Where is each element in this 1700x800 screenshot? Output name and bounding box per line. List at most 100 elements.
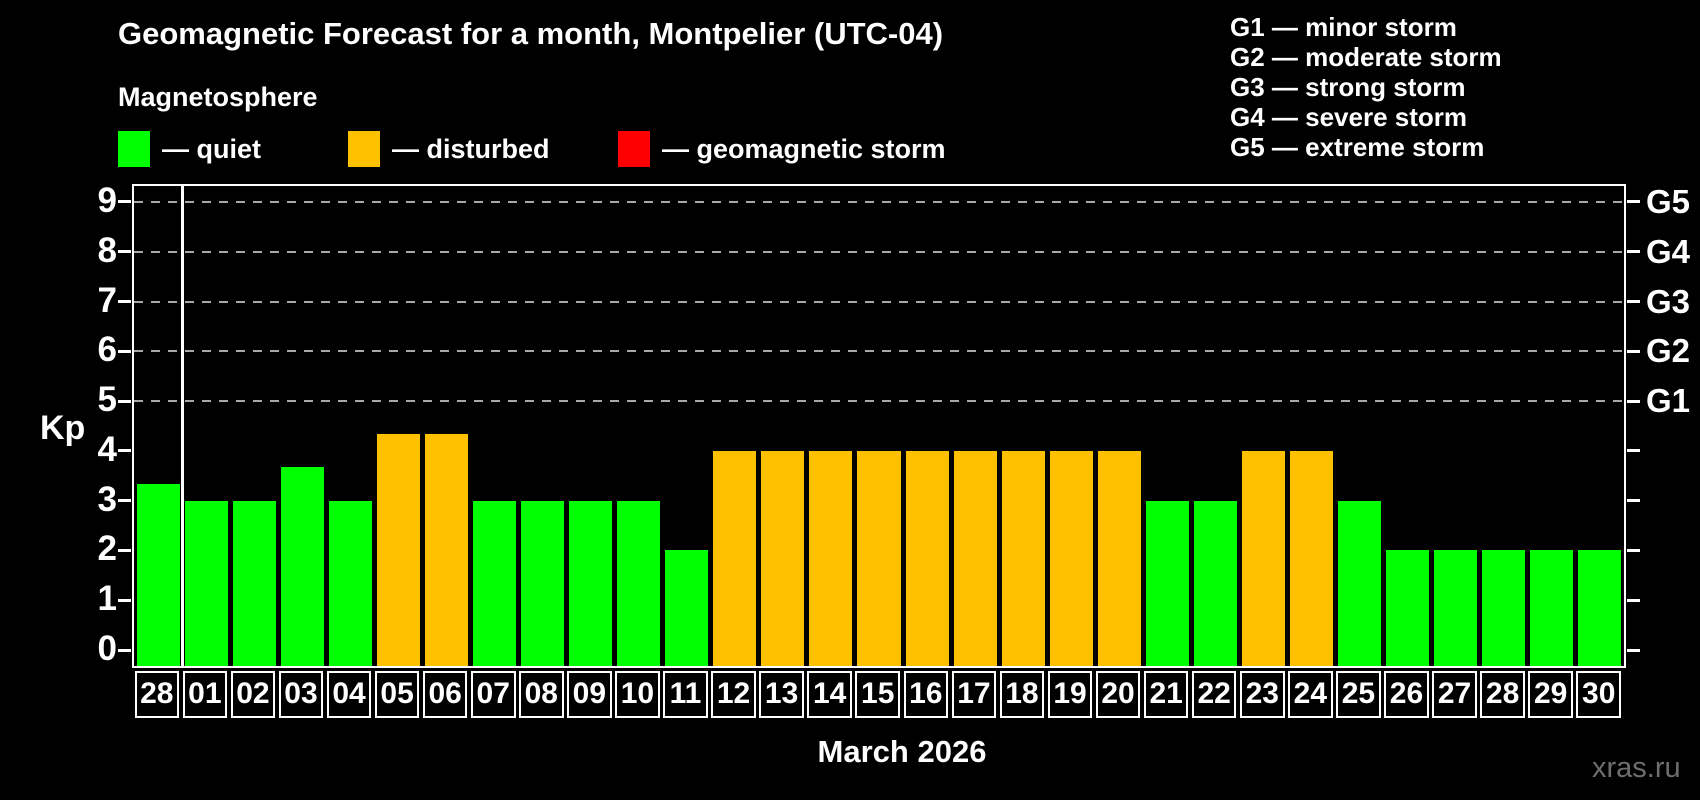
kp-bar-07: [472, 500, 516, 666]
legend-item-disturbed: — disturbed: [348, 131, 550, 167]
kp-bar-25: [1338, 500, 1382, 666]
legend-label-disturbed: — disturbed: [392, 133, 550, 164]
plot-area: [132, 184, 1626, 668]
kp-bar-16: [905, 450, 949, 666]
disturbed-swatch-icon: [348, 131, 380, 167]
y-tick-label-6: 6: [97, 330, 117, 370]
kp-bar-18: [1001, 450, 1045, 666]
y-tick-right-1: [1627, 598, 1640, 602]
day-label-prev-28: 28: [134, 671, 180, 718]
day-label-01: 01: [182, 671, 228, 718]
day-label-24: 24: [1288, 671, 1333, 718]
y-tick-right-8: [1627, 250, 1640, 254]
gridline-kp-8: [134, 250, 1624, 253]
kp-bar-21: [1145, 500, 1189, 666]
y-tick-label-9: 9: [97, 181, 117, 221]
kp-bar-10: [617, 500, 661, 666]
g-legend-line-3: G3 — strong storm: [1230, 72, 1466, 102]
y-tick-label-4: 4: [97, 430, 117, 470]
g-legend-line-5: G5 — extreme storm: [1230, 132, 1485, 162]
magnetosphere-label: Magnetosphere: [118, 82, 318, 112]
day-label-25: 25: [1336, 671, 1381, 718]
day-label-14: 14: [807, 671, 852, 718]
day-label-10: 10: [615, 671, 660, 718]
y-tick-left-2: [118, 548, 131, 552]
y-axis-title: Kp: [40, 409, 86, 447]
kp-bar-30: [1578, 550, 1622, 666]
status-legend: — quiet — disturbed — geomagnetic storm: [118, 131, 1018, 169]
day-label-23: 23: [1239, 671, 1285, 718]
gridline-kp-6: [134, 350, 1624, 353]
quiet-swatch-icon: [118, 131, 150, 167]
kp-bar-20: [1097, 450, 1141, 666]
storm-swatch-icon: [618, 131, 650, 167]
day-label-03: 03: [278, 671, 324, 718]
y-tick-left-5: [118, 399, 131, 403]
day-label-07: 07: [470, 671, 516, 718]
y-tick-left-4: [118, 449, 131, 453]
kp-bar-11: [665, 550, 709, 666]
right-axis-label-g4: G4: [1646, 232, 1691, 270]
kp-bar-03: [280, 467, 324, 666]
kp-bar-09: [569, 500, 613, 666]
y-tick-left-6: [118, 349, 131, 353]
day-label-17: 17: [951, 671, 997, 718]
kp-bar-15: [857, 450, 901, 666]
kp-bar-08: [521, 500, 565, 666]
g-legend-line-2: G2 — moderate storm: [1230, 42, 1502, 72]
kp-bar-27: [1434, 550, 1478, 666]
y-tick-left-7: [118, 300, 131, 304]
kp-bar-04: [328, 500, 372, 666]
y-tick-left-3: [118, 499, 131, 503]
day-label-12: 12: [711, 671, 756, 718]
day-label-29: 29: [1528, 671, 1573, 718]
kp-bar-01: [184, 500, 228, 666]
right-axis-label-g5: G5: [1646, 182, 1691, 220]
day-label-16: 16: [903, 671, 949, 718]
y-tick-label-7: 7: [97, 280, 117, 320]
y-tick-right-4: [1627, 449, 1640, 453]
y-tick-left-9: [118, 200, 131, 204]
y-tick-left-1: [118, 598, 131, 602]
day-label-02: 02: [230, 671, 276, 718]
legend-item-storm: — geomagnetic storm: [618, 131, 946, 167]
y-tick-label-0: 0: [97, 629, 117, 669]
y-tick-label-1: 1: [97, 579, 117, 619]
kp-bar-13: [761, 450, 805, 666]
y-tick-right-9: [1627, 200, 1640, 204]
y-tick-right-7: [1627, 300, 1640, 304]
day-label-08: 08: [519, 671, 564, 718]
kp-bar-23: [1241, 450, 1286, 666]
day-label-19: 19: [1047, 671, 1093, 718]
legend-item-quiet: — quiet: [118, 131, 261, 167]
right-axis-label-g1: G1: [1646, 382, 1691, 420]
legend-label-storm: — geomagnetic storm: [662, 133, 946, 164]
kp-bar-24: [1290, 450, 1334, 666]
kp-bar-28: [1482, 550, 1526, 666]
kp-bar-26: [1386, 550, 1430, 666]
y-tick-right-3: [1627, 499, 1640, 503]
y-tick-right-2: [1627, 548, 1640, 552]
day-label-04: 04: [326, 671, 372, 718]
kp-bar-02: [232, 500, 276, 666]
y-tick-right-0: [1627, 648, 1640, 652]
kp-bar-22: [1193, 500, 1237, 666]
right-axis-label-g3: G3: [1646, 282, 1691, 320]
gridline-kp-5: [134, 400, 1624, 403]
kp-bar-14: [809, 450, 853, 666]
kp-bar-12: [713, 450, 757, 666]
day-label-15: 15: [855, 671, 901, 718]
day-label-05: 05: [374, 671, 420, 718]
y-tick-label-8: 8: [97, 230, 117, 270]
right-axis-label-g2: G2: [1646, 332, 1691, 370]
gridline-kp-9: [134, 200, 1624, 203]
kp-bar-06: [424, 434, 468, 666]
day-label-26: 26: [1384, 671, 1429, 718]
day-label-30: 30: [1576, 671, 1621, 718]
day-label-21: 21: [1143, 671, 1189, 718]
kp-bar-19: [1049, 450, 1093, 666]
y-tick-right-6: [1627, 349, 1640, 353]
watermark: xras.ru: [1592, 752, 1681, 784]
y-tick-left-0: [118, 648, 131, 652]
